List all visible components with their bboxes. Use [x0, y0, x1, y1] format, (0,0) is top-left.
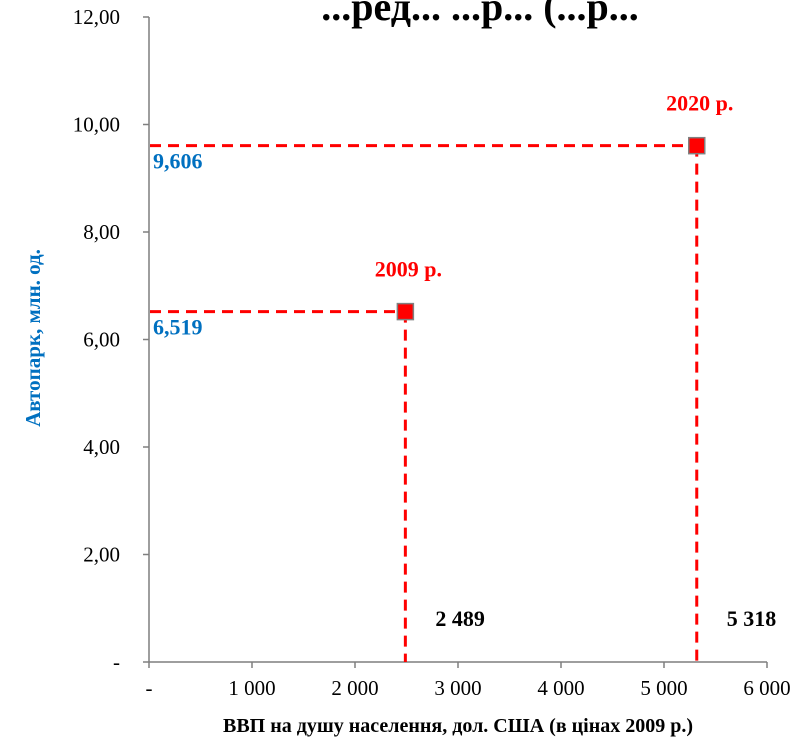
data-points — [396, 136, 706, 321]
data-labels: 2009 р. 6,519 2 489 2020 р. 9,606 5 318 — [153, 91, 776, 631]
x-tick-label: 3 000 — [434, 676, 481, 700]
y-tick-label: 8,00 — [83, 220, 120, 244]
y-tick-label: 10,00 — [73, 113, 120, 137]
x-tick-label: 2 000 — [331, 676, 378, 700]
point-x-value-label: 2 489 — [435, 606, 485, 631]
x-axis-label: ВВП на душу населення, дол. США (в цінах… — [223, 715, 693, 737]
y-tick-label: 4,00 — [83, 435, 120, 459]
tick-labels: - 2,00 4,00 6,00 8,00 10,00 12,00 - 1 000 2 000 3 … — [73, 5, 791, 700]
data-point-marker — [688, 136, 706, 155]
x-tick-label: 4 000 — [537, 676, 584, 700]
y-axis-label: Автопарк, млн. од. — [21, 249, 45, 427]
chart-title: ...ред... ...р... (...р... — [321, 0, 639, 29]
point-y-value-label: 6,519 — [153, 315, 203, 340]
x-tick-label: 1 000 — [228, 676, 275, 700]
guide-lines — [150, 144, 699, 662]
x-tick-label: - — [146, 676, 153, 700]
data-point-marker — [396, 302, 415, 321]
y-tick-label: - — [113, 650, 120, 674]
axes — [143, 16, 768, 668]
x-tick-label: 6 000 — [743, 676, 790, 700]
y-tick-label: 2,00 — [83, 543, 120, 567]
point-year-label: 2020 р. — [666, 91, 733, 116]
point-year-label: 2009 р. — [375, 257, 442, 282]
point-y-value-label: 9,606 — [153, 149, 203, 174]
x-tick-label: 5 000 — [640, 676, 687, 700]
y-tick-label: 6,00 — [83, 328, 120, 352]
point-x-value-label: 5 318 — [727, 606, 777, 631]
y-tick-label: 12,00 — [73, 5, 120, 29]
